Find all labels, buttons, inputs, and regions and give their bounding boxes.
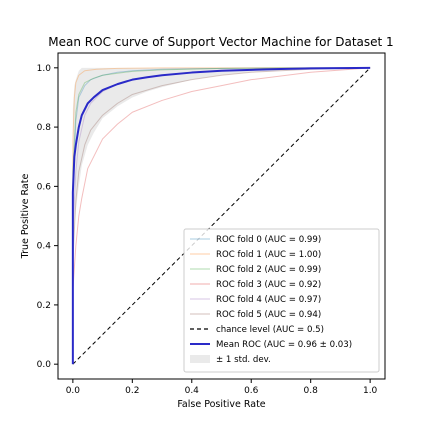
legend-swatch [190, 355, 210, 363]
chart-title: Mean ROC curve of Support Vector Machine… [48, 35, 393, 49]
x-tick-label: 0.8 [304, 386, 319, 396]
plot-area [71, 66, 371, 365]
axes-frame [57, 52, 386, 380]
series-line-roc-fold-1 [72, 67, 371, 365]
legend-label: Mean ROC (AUC = 0.96 ± 0.03) [216, 340, 352, 350]
y-tick-label: 1.0 [37, 64, 52, 74]
y-tick-label: 0.8 [37, 123, 52, 133]
legend: ROC fold 0 (AUC = 0.99) ROC fold 1 (AUC =… [183, 228, 380, 373]
x-axis-label: False Positive Rate [177, 399, 265, 410]
y-tick-label: 0.4 [37, 242, 52, 252]
x-tick-label: 0.2 [125, 386, 139, 396]
y-tick-label: 0.0 [37, 360, 52, 370]
legend-label: ROC fold 5 (AUC = 0.94) [216, 310, 321, 320]
x-tick-label: 0.6 [244, 386, 259, 396]
series-line-roc-fold-0 [72, 67, 371, 365]
std-dev-band [72, 67, 371, 276]
legend-label: chance level (AUC = 0.5) [216, 325, 324, 335]
legend-label: ROC fold 4 (AUC = 0.97) [216, 295, 321, 305]
legend-label: ROC fold 3 (AUC = 0.92) [216, 280, 321, 290]
y-tick-label: 0.2 [37, 301, 51, 311]
legend-label: ROC fold 0 (AUC = 0.99) [216, 235, 321, 245]
y-axis-label: True Positive Rate [20, 174, 31, 260]
y-tick-label: 0.6 [37, 182, 52, 192]
x-tick-label: 1.0 [363, 386, 378, 396]
series-line-roc-fold-3 [72, 67, 371, 365]
series-line-mean-roc [71, 66, 371, 365]
x-tick-label: 0.0 [66, 386, 81, 396]
legend-label: ± 1 std. dev. [216, 355, 271, 365]
legend-box [183, 228, 380, 373]
legend-label: ROC fold 1 (AUC = 1.00) [216, 250, 321, 260]
axis-ticks: 0.0 0.2 0.4 0.6 0.8 1.0 0.0 0.2 0.4 0.6 0.8 1.0 [37, 64, 378, 396]
x-tick-label: 0.4 [185, 386, 200, 396]
legend-label: ROC fold 2 (AUC = 0.99) [216, 265, 321, 275]
series-line-roc-fold-5 [72, 67, 371, 365]
series-line-roc-fold-2 [72, 67, 371, 365]
